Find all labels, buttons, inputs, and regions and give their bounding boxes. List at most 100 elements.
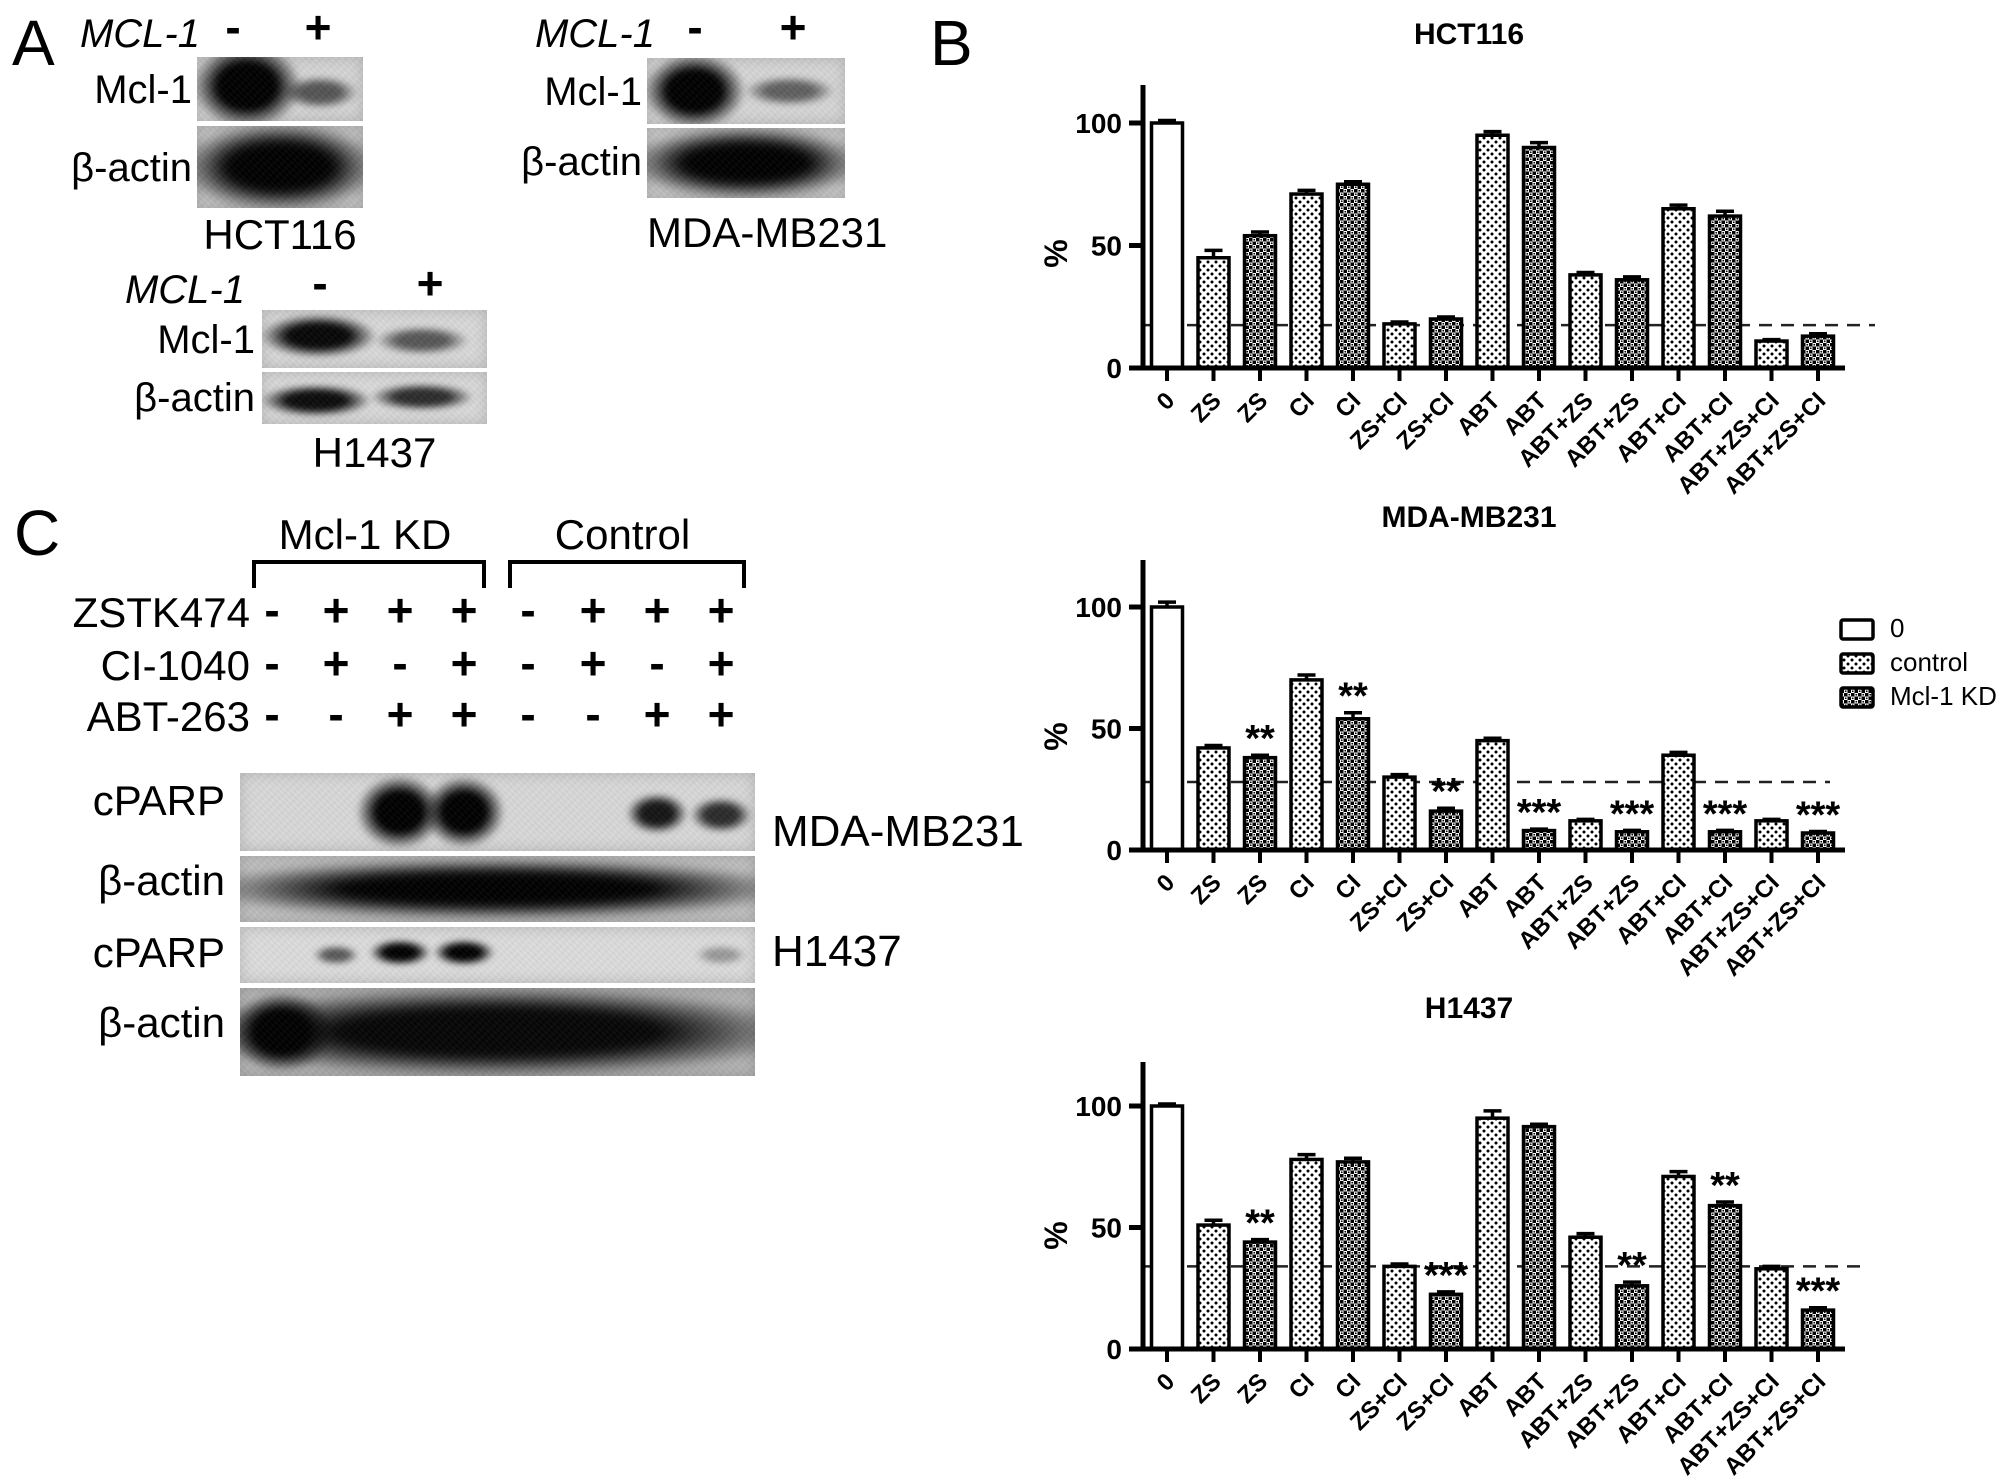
y-tick-label: 50: [1091, 714, 1122, 745]
minus-sign: -: [264, 584, 280, 636]
blot-c-actin-h1437: [240, 988, 755, 1076]
bar-ZS-control: [1196, 746, 1231, 852]
x-tick-label: ZS: [1232, 1368, 1273, 1409]
plus-sign: +: [707, 637, 735, 689]
bar-ABT+ZS-control: [1568, 273, 1603, 370]
y-axis-label: %: [1038, 1221, 1074, 1249]
blot-noise: [197, 126, 363, 208]
protein-band: [370, 382, 474, 412]
bracket-mcl1-kd: [252, 560, 486, 588]
plus-sign: +: [643, 584, 671, 636]
bar-ZS+CI-control: [1382, 322, 1417, 370]
blot-h1437-actin: [262, 372, 487, 424]
protein-label: Mcl-1: [94, 68, 192, 112]
cell-line-label: H1437: [772, 927, 902, 976]
blot-row-label: β-actin: [98, 857, 225, 904]
protein-band: [744, 75, 836, 107]
plus-sign: +: [322, 584, 350, 636]
protein-band: [374, 325, 469, 355]
panel-b-letter: B: [930, 7, 973, 79]
protein-band: [368, 939, 431, 967]
chart-title: MDA-MB231: [1381, 501, 1556, 534]
x-tick-label: ZS: [1232, 869, 1273, 910]
bar-ABT+CI-Mcl-1 KD: [1707, 1203, 1743, 1351]
y-tick-label: 0: [1106, 1334, 1122, 1365]
x-tick-label: ABT: [1452, 387, 1506, 441]
cell-line-label: MDA-MB231: [772, 807, 1024, 856]
protein-band: [626, 793, 689, 834]
blot-noise: [647, 128, 845, 198]
minus-sign: -: [264, 637, 280, 689]
legend-swatch-check: [1839, 686, 1875, 709]
plus-sign: +: [386, 584, 414, 636]
blot-row-label: β-actin: [98, 999, 225, 1046]
plus-sign: +: [416, 257, 444, 309]
gene-label: MCL-1: [124, 268, 245, 312]
significance-stars: ***: [1517, 792, 1562, 834]
blot-noise: [240, 773, 755, 851]
y-tick-label: 50: [1091, 1213, 1122, 1244]
x-tick-label: ZS: [1186, 387, 1227, 428]
bar-ZS-control: [1196, 256, 1231, 370]
protein-band: [262, 314, 377, 358]
x-tick-label: 0: [1152, 869, 1181, 898]
blot-noise: [240, 988, 755, 1076]
blot-mda-mcl1: [647, 58, 845, 124]
plus-sign: +: [643, 688, 671, 740]
bar-CI-Mcl-1 KD: [1335, 1160, 1371, 1351]
drug-label: ABT-263: [86, 693, 250, 740]
y-tick-label: 0: [1106, 835, 1122, 866]
protein-band: [647, 128, 845, 198]
plus-sign: +: [450, 688, 478, 740]
x-tick-label: CI: [1330, 387, 1366, 423]
bar-ABT-control: [1475, 1116, 1510, 1351]
bar-CI-control: [1289, 678, 1324, 852]
significance-stars: **: [1245, 1203, 1275, 1245]
x-tick-label: 0: [1152, 1368, 1181, 1397]
blot-noise: [240, 927, 755, 983]
x-tick-label: CI: [1284, 869, 1320, 905]
significance-stars: ***: [1703, 793, 1748, 835]
protein-band: [240, 857, 755, 921]
blot-row-label: cPARP: [92, 929, 225, 976]
group-label-mcl1-kd: Mcl-1 KD: [278, 511, 452, 558]
gene-label: MCL-1: [79, 12, 200, 56]
bar-ZS-control: [1196, 1223, 1231, 1351]
x-tick-label: ZS: [1186, 1368, 1227, 1409]
significance-stars: **: [1617, 1245, 1647, 1287]
significance-stars: **: [1245, 718, 1275, 760]
protein-band: [197, 126, 363, 208]
minus-sign: -: [520, 637, 536, 689]
y-axis-label: %: [1038, 722, 1074, 750]
x-tick-label: ABT: [1452, 869, 1506, 923]
bar-ZS+CI-Mcl-1 KD: [1428, 317, 1464, 370]
x-tick-label: CI: [1330, 1368, 1366, 1404]
bar-ABT+ZS-control: [1568, 819, 1603, 852]
plus-sign: +: [322, 637, 350, 689]
blot-h1437-mcl1: [262, 310, 487, 368]
significance-stars: ***: [1610, 793, 1655, 835]
blot-c-actin-mda: [240, 856, 755, 922]
y-tick-label: 100: [1075, 1091, 1122, 1122]
bar-ZS+CI-Mcl-1 KD: [1428, 1292, 1464, 1351]
blot-hct116-mcl1: [197, 57, 363, 121]
legend-swatch-white: [1839, 618, 1875, 641]
blot-noise: [197, 57, 363, 121]
significance-stars: **: [1338, 676, 1368, 718]
x-tick-label: CI: [1284, 387, 1320, 423]
plus-sign: +: [707, 584, 735, 636]
protein-label: β-actin: [134, 376, 255, 420]
blot-noise: [262, 372, 487, 424]
minus-sign: -: [585, 688, 601, 740]
x-tick-label: ZS: [1186, 869, 1227, 910]
protein-band: [433, 939, 495, 967]
plus-sign: +: [707, 688, 735, 740]
bar-ABT-Mcl-1 KD: [1521, 1124, 1557, 1351]
bar-CI-Mcl-1 KD: [1335, 717, 1371, 852]
bar-0-0: [1149, 1104, 1185, 1351]
blot-mda-actin: [647, 128, 845, 198]
bar-ZS-Mcl-1 KD: [1242, 1240, 1278, 1351]
bar-ABT+ZS+CI-Mcl-1 KD: [1800, 1308, 1836, 1351]
y-tick-label: 100: [1075, 108, 1122, 139]
